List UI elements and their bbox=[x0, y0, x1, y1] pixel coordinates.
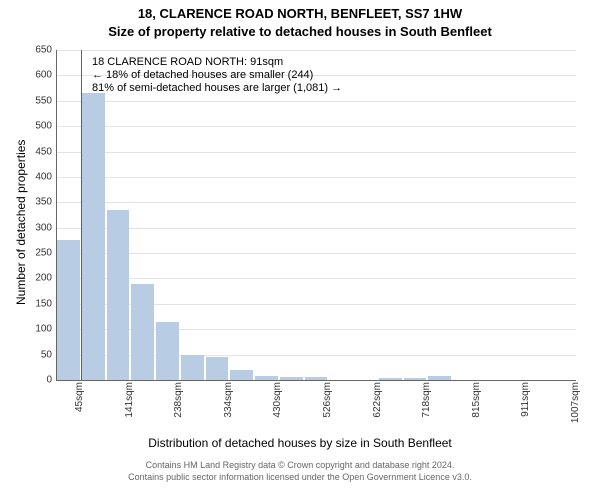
annotation-line: 81% of semi-detached houses are larger (… bbox=[92, 82, 342, 94]
grid-line bbox=[56, 253, 576, 254]
x-tick-label: 141sqm bbox=[124, 380, 135, 432]
x-tick-label: 526sqm bbox=[322, 380, 333, 432]
y-tick-label: 100 bbox=[35, 324, 56, 335]
property-marker-line bbox=[81, 50, 82, 380]
histogram-bar bbox=[131, 284, 154, 380]
histogram-bar bbox=[181, 355, 204, 380]
grid-line bbox=[56, 50, 576, 51]
y-tick-label: 150 bbox=[35, 298, 56, 309]
y-tick-label: 450 bbox=[35, 146, 56, 157]
annotation-line: 18 CLARENCE ROAD NORTH: 91sqm bbox=[92, 56, 283, 68]
plot-area: 0501001502002503003504004505005506006504… bbox=[56, 50, 576, 380]
y-tick-label: 350 bbox=[35, 197, 56, 208]
x-tick-label: 430sqm bbox=[272, 380, 283, 432]
annotation-line: ← 18% of detached houses are smaller (24… bbox=[92, 69, 313, 81]
x-tick-label: 45sqm bbox=[74, 380, 85, 432]
grid-line bbox=[56, 101, 576, 102]
histogram-bar bbox=[156, 322, 179, 380]
x-tick-label: 911sqm bbox=[520, 380, 531, 432]
copyright-line1: Contains HM Land Registry data © Crown c… bbox=[0, 460, 600, 470]
grid-line bbox=[56, 152, 576, 153]
x-tick-label: 1007sqm bbox=[570, 380, 581, 432]
grid-line bbox=[56, 202, 576, 203]
y-axis-line bbox=[56, 50, 57, 380]
y-axis-label: Number of detached properties bbox=[14, 140, 28, 305]
x-tick-label: 622sqm bbox=[372, 380, 383, 432]
grid-line bbox=[56, 126, 576, 127]
chart-title-line2: Size of property relative to detached ho… bbox=[0, 24, 600, 39]
y-tick-label: 0 bbox=[46, 375, 56, 386]
chart-title-line1: 18, CLARENCE ROAD NORTH, BENFLEET, SS7 1… bbox=[0, 6, 600, 21]
x-tick-label: 238sqm bbox=[173, 380, 184, 432]
y-tick-label: 250 bbox=[35, 248, 56, 259]
histogram-bar bbox=[230, 370, 253, 380]
y-tick-label: 400 bbox=[35, 171, 56, 182]
x-axis-label: Distribution of detached houses by size … bbox=[0, 436, 600, 450]
y-tick-label: 200 bbox=[35, 273, 56, 284]
y-tick-label: 500 bbox=[35, 121, 56, 132]
x-tick-label: 815sqm bbox=[471, 380, 482, 432]
y-tick-label: 550 bbox=[35, 95, 56, 106]
histogram-bar bbox=[107, 210, 130, 380]
chart-page: 18, CLARENCE ROAD NORTH, BENFLEET, SS7 1… bbox=[0, 0, 600, 500]
y-tick-label: 50 bbox=[41, 349, 56, 360]
x-tick-label: 718sqm bbox=[421, 380, 432, 432]
grid-line bbox=[56, 228, 576, 229]
histogram-bar bbox=[57, 240, 80, 380]
y-tick-label: 300 bbox=[35, 222, 56, 233]
x-tick-label: 334sqm bbox=[223, 380, 234, 432]
histogram-bar bbox=[82, 93, 105, 380]
x-axis-line bbox=[56, 380, 576, 381]
histogram-bar bbox=[206, 357, 229, 380]
grid-line bbox=[56, 278, 576, 279]
y-tick-label: 650 bbox=[35, 45, 56, 56]
y-tick-label: 600 bbox=[35, 70, 56, 81]
grid-line bbox=[56, 177, 576, 178]
copyright-line2: Contains public sector information licen… bbox=[0, 472, 600, 482]
